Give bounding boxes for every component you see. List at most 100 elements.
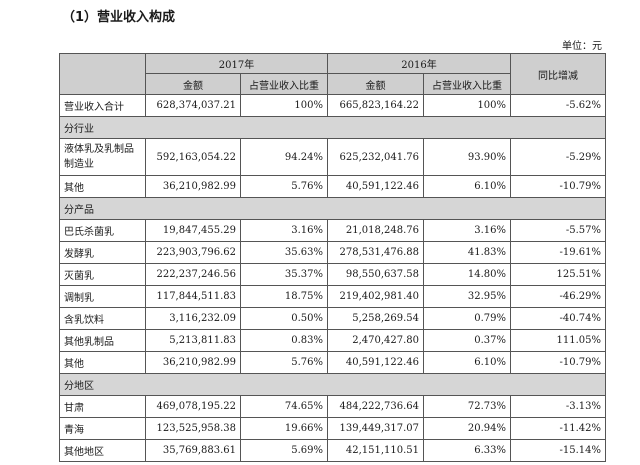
amount-2017: 35,769,883.61 bbox=[145, 439, 241, 462]
amount-2017: 36,210,982.99 bbox=[145, 175, 241, 198]
header-2016: 2016年 bbox=[327, 53, 512, 74]
table-row: 其他 36,210,982.99 5.76% 40,591,122.46 6.10% -1… bbox=[59, 175, 607, 198]
row-label: 其他 bbox=[59, 175, 146, 198]
amount-2017: 123,525,958.38 bbox=[145, 417, 241, 440]
share-2016: 41.83% bbox=[423, 241, 512, 264]
share-2017: 5.76% bbox=[239, 175, 329, 198]
table-row: 调制乳 117,844,511.83 18.75% 219,402,981.40 32.… bbox=[59, 285, 607, 308]
table-row: 巴氏杀菌乳 19,847,455.29 3.16% 21,018,248.76 3.16… bbox=[59, 219, 607, 242]
total-row: 营业收入合计 628,374,037.21 100% 665,823,164.2… bbox=[59, 94, 607, 117]
share-2017: 3.16% bbox=[239, 219, 329, 242]
row-label: 青海 bbox=[59, 417, 146, 440]
share-2016: 32.95% bbox=[423, 285, 512, 308]
amount-2016: 219,402,981.40 bbox=[327, 285, 425, 308]
table-row: 甘肃 469,078,195.22 74.65% 484,222,736.64 72.7… bbox=[59, 395, 607, 418]
amount-2016: 2,470,427.80 bbox=[327, 329, 425, 352]
section-title: （1）营业收入构成 bbox=[62, 10, 176, 25]
row-label: 发酵乳 bbox=[59, 241, 146, 264]
yoy-change: -15.14% bbox=[510, 439, 607, 462]
amount-2017: 36,210,982.99 bbox=[145, 351, 241, 374]
total-amount-2017: 628,374,037.21 bbox=[145, 94, 241, 117]
table-row: 其他乳制品 5,213,811.83 0.83% 2,470,427.80 0.37% 1… bbox=[59, 329, 607, 352]
row-label: 含乳饮料 bbox=[59, 307, 146, 330]
yoy-change: 125.51% bbox=[510, 263, 607, 286]
share-2016: 14.80% bbox=[423, 263, 512, 286]
amount-2016: 21,018,248.76 bbox=[327, 219, 425, 242]
share-2016: 3.16% bbox=[423, 219, 512, 242]
header-amount-2017: 金额 bbox=[145, 73, 241, 95]
amount-2016: 40,591,122.46 bbox=[327, 175, 425, 198]
share-2016: 6.33% bbox=[423, 439, 512, 462]
amount-2016: 40,591,122.46 bbox=[327, 351, 425, 374]
row-label: 其他地区 bbox=[59, 439, 146, 462]
header-2017: 2017年 bbox=[144, 53, 329, 74]
section-header-row: 分产品 bbox=[58, 197, 607, 220]
amount-2017: 19,847,455.29 bbox=[145, 219, 241, 242]
section-header-row: 分地区 bbox=[58, 373, 607, 396]
table-row: 其他地区 35,769,883.61 5.69% 42,151,110.51 6.33%… bbox=[59, 439, 607, 462]
share-2017: 35.63% bbox=[239, 241, 329, 264]
section-header-row: 分行业 bbox=[58, 116, 607, 139]
header-yoy: 同比增减 bbox=[510, 53, 607, 95]
share-2016: 6.10% bbox=[423, 175, 512, 198]
unit-label: 单位：元 bbox=[562, 41, 602, 52]
section-label: 分行业 bbox=[58, 116, 607, 139]
total-share-2016: 100% bbox=[423, 94, 512, 117]
amount-2016: 625,232,041.76 bbox=[327, 138, 425, 176]
share-2016: 6.10% bbox=[423, 351, 512, 374]
yoy-change: -46.29% bbox=[510, 285, 607, 308]
share-2017: 18.75% bbox=[239, 285, 329, 308]
total-yoy: -5.62% bbox=[510, 94, 607, 117]
share-2017: 35.37% bbox=[239, 263, 329, 286]
row-label: 其他 bbox=[59, 351, 146, 374]
yoy-change: -10.79% bbox=[510, 175, 607, 198]
header-blank-cell bbox=[59, 53, 146, 95]
amount-2016: 5,258,269.54 bbox=[327, 307, 425, 330]
amount-2016: 139,449,317.07 bbox=[327, 417, 425, 440]
table-row: 发酵乳 223,903,796.62 35.63% 278,531,476.88 41.… bbox=[59, 241, 607, 264]
revenue-table: 2017年 2016年 同比增减 金额 占营业收入比重 金额 占营业收入比重 营… bbox=[58, 53, 607, 462]
share-2017: 74.65% bbox=[239, 395, 329, 418]
yoy-change: -3.13% bbox=[510, 395, 607, 418]
total-amount-2016: 665,823,164.22 bbox=[327, 94, 425, 117]
header-share-2016: 占营业收入比重 bbox=[423, 73, 512, 95]
table-row: 其他 36,210,982.99 5.76% 40,591,122.46 6.10% -1… bbox=[59, 351, 607, 374]
share-2016: 20.94% bbox=[423, 417, 512, 440]
table-row: 含乳饮料 3,116,232.09 0.50% 5,258,269.54 0.79% -4… bbox=[59, 307, 607, 330]
share-2017: 19.66% bbox=[239, 417, 329, 440]
total-label: 营业收入合计 bbox=[59, 94, 146, 117]
share-2017: 94.24% bbox=[239, 138, 329, 176]
header-row-years: 2017年 2016年 同比增减 bbox=[59, 53, 607, 95]
table-row: 青海 123,525,958.38 19.66% 139,449,317.07 20.9… bbox=[59, 417, 607, 440]
amount-2017: 222,237,246.56 bbox=[145, 263, 241, 286]
section-label: 分产品 bbox=[58, 197, 607, 220]
amount-2017: 5,213,811.83 bbox=[145, 329, 241, 352]
table-row: 液体乳及乳制品制造业 592,163,054.22 94.24% 625,232,04… bbox=[59, 138, 607, 176]
share-2016: 0.37% bbox=[423, 329, 512, 352]
total-share-2017: 100% bbox=[239, 94, 329, 117]
share-2017: 0.83% bbox=[239, 329, 329, 352]
table-row: 灭菌乳 222,237,246.56 35.37% 98,550,637.58 14.8… bbox=[59, 263, 607, 286]
amount-2016: 98,550,637.58 bbox=[327, 263, 425, 286]
row-label: 甘肃 bbox=[59, 395, 146, 418]
yoy-change: 111.05% bbox=[510, 329, 607, 352]
share-2016: 0.79% bbox=[423, 307, 512, 330]
row-label: 灭菌乳 bbox=[59, 263, 146, 286]
yoy-change: -5.57% bbox=[510, 219, 607, 242]
yoy-change: -5.29% bbox=[510, 138, 607, 176]
amount-2017: 117,844,511.83 bbox=[145, 285, 241, 308]
amount-2017: 3,116,232.09 bbox=[145, 307, 241, 330]
amount-2016: 484,222,736.64 bbox=[327, 395, 425, 418]
section-label: 分地区 bbox=[58, 373, 607, 396]
share-2017: 5.76% bbox=[239, 351, 329, 374]
yoy-change: -11.42% bbox=[510, 417, 607, 440]
share-2016: 72.73% bbox=[423, 395, 512, 418]
amount-2017: 592,163,054.22 bbox=[145, 138, 241, 176]
amount-2016: 278,531,476.88 bbox=[327, 241, 425, 264]
yoy-change: -19.61% bbox=[510, 241, 607, 264]
amount-2017: 223,903,796.62 bbox=[145, 241, 241, 264]
share-2016: 93.90% bbox=[423, 138, 512, 176]
header-share-2017: 占营业收入比重 bbox=[239, 73, 329, 95]
amount-2016: 42,151,110.51 bbox=[327, 439, 425, 462]
row-label: 巴氏杀菌乳 bbox=[59, 219, 146, 242]
